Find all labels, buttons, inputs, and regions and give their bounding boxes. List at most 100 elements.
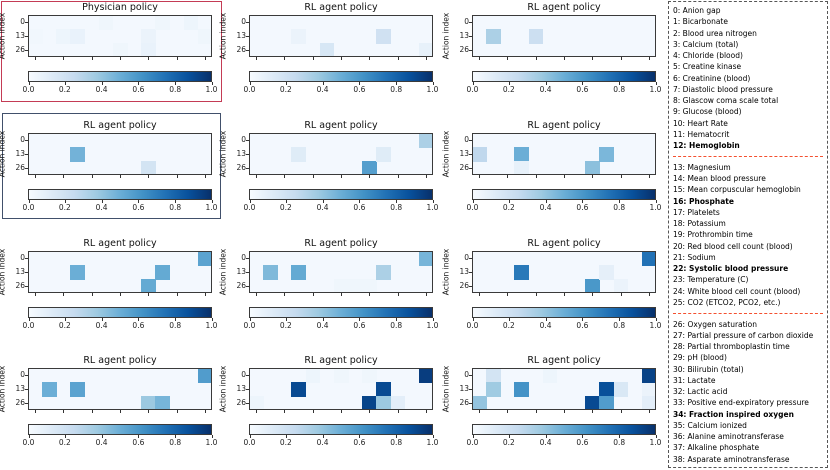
x-tick-mark	[369, 57, 371, 60]
colorbar-tick-mark	[582, 200, 584, 203]
heatmap-cell	[641, 252, 655, 266]
heatmap-cell	[418, 252, 432, 266]
colorbar	[249, 189, 433, 200]
heatmap-axes	[28, 15, 212, 57]
legend-item: 17: Platelets	[673, 207, 720, 217]
heatmap-cell	[585, 396, 600, 409]
y-tick-mark	[469, 286, 472, 287]
heatmap-plot: RL agent policy Action index 0 13 26 0.0 0.2 0.…	[219, 237, 439, 354]
colorbar-tick-mark	[359, 318, 361, 321]
legend-item: 18: Potassium	[673, 219, 726, 229]
heatmap-axes	[249, 133, 433, 175]
y-tick-mark	[469, 36, 472, 37]
colorbar-tick-label: 0.4	[539, 321, 552, 330]
x-tick-mark	[648, 57, 650, 60]
heatmap-axes	[249, 15, 433, 57]
x-tick-mark	[535, 57, 537, 60]
heatmap-cell	[376, 265, 392, 280]
y-tick-label: 0	[464, 135, 469, 144]
colorbar-tick-mark	[138, 318, 140, 321]
colorbar-tick-mark	[322, 435, 324, 438]
colorbar-tick-label: 0.0	[22, 438, 35, 447]
x-tick-mark	[63, 175, 65, 178]
x-tick-mark	[35, 175, 37, 178]
plot-title: Physician policy	[82, 2, 158, 13]
x-tick-mark	[204, 293, 206, 296]
x-tick-mark	[592, 175, 594, 178]
x-tick-mark	[148, 57, 150, 60]
x-tick-mark	[535, 175, 537, 178]
heatmap-cell	[514, 382, 530, 397]
heatmap-cell	[42, 382, 57, 397]
colorbar-tick-label: 0.0	[466, 438, 479, 447]
heatmap-cell	[141, 161, 156, 174]
colorbar-tick-label: 1.0	[205, 85, 218, 94]
heatmap-cell	[70, 265, 86, 280]
heatmap-cell	[70, 382, 86, 397]
colorbar-tick-mark	[359, 435, 361, 438]
y-tick-mark	[25, 36, 28, 37]
x-tick-mark	[35, 293, 37, 296]
heatmap-cell	[56, 29, 71, 44]
y-tick-label: 26	[15, 163, 25, 172]
y-tick-label: 13	[15, 31, 25, 40]
y-tick-mark	[246, 389, 249, 390]
x-tick-mark	[397, 410, 399, 413]
y-tick-mark	[246, 140, 249, 141]
heatmap-cell	[599, 382, 615, 397]
colorbar	[472, 71, 656, 82]
colorbar-tick-label: 0.6	[132, 321, 145, 330]
y-tick-mark	[469, 403, 472, 404]
x-tick-mark	[620, 175, 622, 178]
x-tick-mark	[648, 293, 650, 296]
colorbar-tick-mark	[545, 318, 547, 321]
colorbar-tick-mark	[472, 318, 474, 321]
colorbar-tick-label: 0.8	[390, 438, 403, 447]
x-tick-mark	[341, 57, 342, 60]
heatmap-cell	[641, 369, 655, 383]
colorbar-tick-label: 1.0	[426, 438, 439, 447]
legend-item: 29: pH (blood)	[673, 353, 727, 363]
heatmap-axes	[28, 251, 212, 293]
legend-item: 36: Alanine aminotransferase	[673, 432, 784, 442]
plot-title: RL agent policy	[83, 355, 157, 366]
y-axis-label: Action index	[0, 248, 7, 296]
y-tick-mark	[25, 258, 28, 259]
colorbar-tick-mark	[508, 200, 510, 203]
heatmap-plot: RL agent policy Action index 0 13 26 0.0 0.2 0.…	[219, 119, 439, 236]
colorbar-tick-mark	[359, 200, 361, 203]
y-tick-mark	[246, 403, 249, 404]
legend-item: 38: Asparate aminotransferase	[673, 454, 790, 464]
y-axis-label: Action index	[441, 365, 451, 413]
heatmap-cell	[155, 16, 171, 30]
y-axis-label: Action index	[0, 365, 7, 413]
y-tick-mark	[246, 168, 249, 169]
y-tick-mark	[246, 286, 249, 287]
colorbar-tick-mark	[545, 82, 547, 85]
colorbar-tick-label: 1.0	[205, 438, 218, 447]
legend-item: 13: Magnesium	[673, 162, 731, 172]
colorbar-tick-label: 0.0	[243, 438, 256, 447]
legend-item: 34: Fraction inspired oxygen	[673, 409, 794, 419]
y-tick-label: 0	[20, 17, 25, 26]
y-tick-label: 26	[459, 45, 469, 54]
colorbar-tick-label: 0.0	[243, 321, 256, 330]
heatmap-cell	[141, 279, 156, 292]
colorbar-tick-mark	[285, 318, 287, 321]
y-tick-mark	[25, 389, 28, 390]
heatmap-plot: RL agent policy Action index 0 13 26 0.0 0.2 0.…	[442, 237, 662, 354]
x-tick-mark	[620, 293, 622, 296]
action-index-legend: 0: Anion gap 1: Bicarbonate 2: Blood urea …	[668, 1, 828, 468]
colorbar-tick-label: 1.0	[649, 85, 662, 94]
y-axis-label: Action index	[218, 12, 228, 60]
colorbar-tick-label: 0.4	[95, 85, 108, 94]
colorbar-tick-mark	[472, 435, 474, 438]
x-tick-mark	[204, 57, 206, 60]
colorbar-tick-label: 0.2	[58, 203, 71, 212]
colorbar-tick-label: 0.4	[539, 85, 552, 94]
colorbar-tick-label: 0.6	[353, 438, 366, 447]
x-tick-mark	[63, 57, 65, 60]
plot-title: RL agent policy	[527, 355, 601, 366]
y-tick-label: 26	[459, 281, 469, 290]
heatmap-cell	[390, 396, 406, 409]
